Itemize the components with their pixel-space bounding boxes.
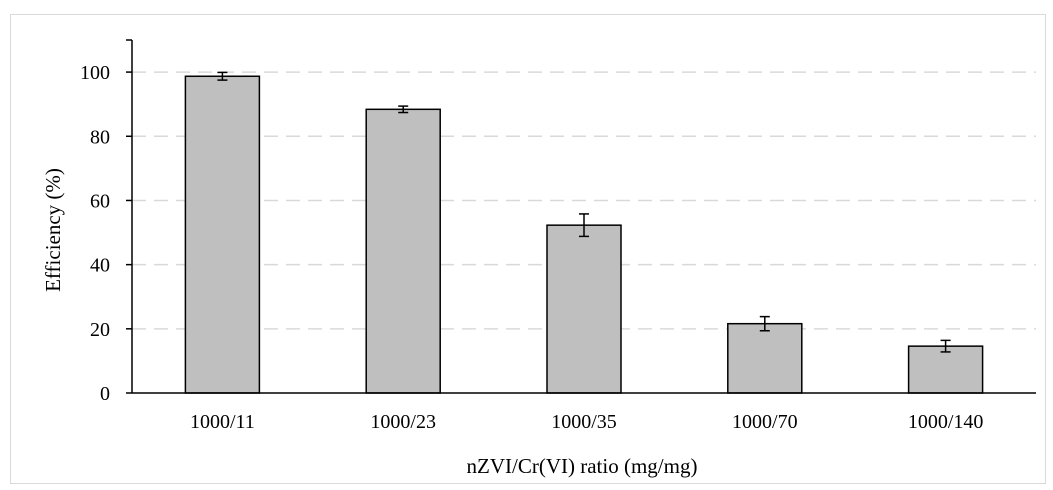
x-tick-label: 1000/35 xyxy=(551,411,617,433)
x-tick-label: 1000/23 xyxy=(370,411,436,433)
y-tick-label: 0 xyxy=(100,383,110,405)
y-tick-label: 100 xyxy=(80,62,110,84)
y-tick-label: 40 xyxy=(90,255,110,277)
x-tick-label: 1000/11 xyxy=(190,411,255,433)
bar xyxy=(546,224,622,394)
bars xyxy=(184,75,984,394)
y-tick-labels: 0 20 40 60 80 100 xyxy=(80,62,110,405)
y-tick-label: 60 xyxy=(90,190,110,212)
bar xyxy=(907,345,984,394)
x-tick-label: 1000/140 xyxy=(908,411,984,433)
y-tick-label: 20 xyxy=(90,319,110,341)
bar xyxy=(365,108,441,394)
axes xyxy=(126,39,1036,394)
x-tick-labels: 1000/11 1000/23 1000/35 1000/70 1000/140 xyxy=(190,411,983,433)
y-tick-label: 80 xyxy=(90,126,110,148)
x-axis-title: nZVI/Cr(VI) ratio (mg/mg) xyxy=(467,454,698,478)
error-bars xyxy=(217,71,951,353)
bar xyxy=(184,75,261,394)
y-axis-title: Efficiency (%) xyxy=(41,168,65,292)
x-tick-label: 1000/70 xyxy=(732,411,798,433)
bar xyxy=(727,322,803,394)
chart-frame xyxy=(10,14,1046,484)
